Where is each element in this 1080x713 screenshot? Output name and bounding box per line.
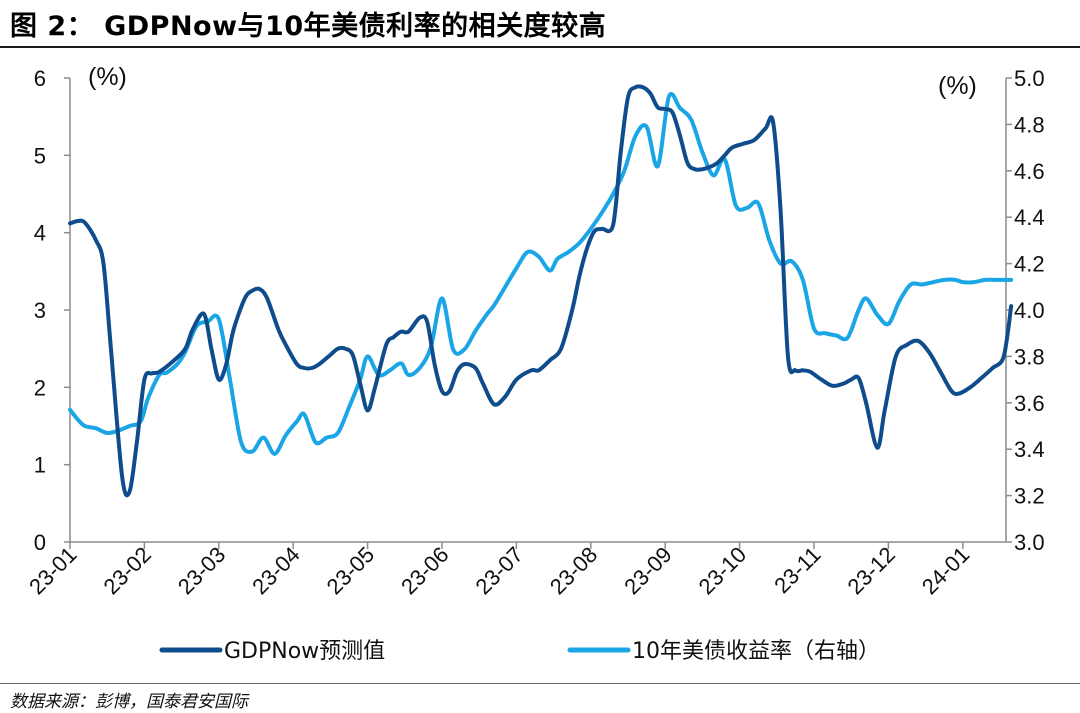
left-unit-label: (%)	[88, 63, 127, 91]
right-tick-label: 5.0	[1014, 66, 1045, 91]
right-tick-label: 3.2	[1014, 484, 1045, 509]
treasury-yield-series-line	[68, 91, 1014, 456]
legend-treasury-yield-label: 10年美债收益率（右轴）	[632, 639, 880, 664]
right-tick-label: 3.8	[1014, 344, 1045, 369]
x-tick-label: 23-04	[247, 542, 304, 599]
left-tick-label: 5	[34, 143, 46, 168]
legend: GDPNow预测值 10年美债收益率（右轴）	[159, 639, 880, 664]
gdpnow-series-line	[68, 84, 1014, 498]
x-tick-label: 23-06	[396, 542, 453, 599]
left-tick-label: 1	[34, 453, 46, 478]
left-tick-label: 6	[34, 66, 46, 91]
x-tick-label: 23-05	[322, 542, 379, 599]
x-tick-label: 24-01	[917, 542, 974, 599]
source-rule	[0, 683, 1080, 684]
x-tick-label: 23-01	[24, 542, 81, 599]
left-tick-label: 0	[34, 530, 46, 555]
x-tick-label: 23-07	[470, 542, 527, 599]
left-tick-label: 3	[34, 298, 46, 323]
x-tick-label: 23-11	[769, 542, 825, 598]
figure-title: 图 2： GDPNow与10年美债利率的相关度较高	[10, 11, 607, 42]
x-tick-label: 23-02	[98, 542, 155, 599]
line-chart: 0 1 2 3 4 5 6 3.0 3.2 3.4 3.6 3.8 4.0 4.2 4.4 4.6 4.8 5.0…	[24, 63, 1045, 664]
legend-treasury-yield: 10年美债收益率（右轴）	[567, 639, 880, 664]
right-tick-label: 3.4	[1014, 437, 1045, 462]
right-tick-label: 4.2	[1014, 252, 1045, 277]
right-unit-label: (%)	[938, 72, 977, 100]
left-tick-label: 2	[34, 375, 46, 400]
source-note: 数据来源：彭博，国泰君安国际	[10, 692, 248, 712]
x-tick-label: 23-03	[173, 542, 230, 599]
right-tick-label: 4.8	[1014, 112, 1045, 137]
x-tick-label: 23-10	[694, 542, 751, 599]
legend-gdpnow-label: GDPNow预测值	[224, 639, 385, 664]
series-layer	[68, 84, 1014, 498]
legend-gdpnow: GDPNow预测值	[159, 639, 385, 664]
x-tick-label: 23-08	[545, 542, 602, 599]
left-tick-label: 4	[34, 221, 46, 246]
axes-layer: 0 1 2 3 4 5 6 3.0 3.2 3.4 3.6 3.8 4.0 4.2 4.4 4.6 4.8 5.0…	[24, 63, 1045, 599]
x-tick-label: 23-09	[619, 542, 676, 599]
right-tick-label: 3.6	[1014, 391, 1045, 416]
right-tick-label: 4.4	[1014, 205, 1045, 230]
right-tick-label: 3.0	[1014, 530, 1045, 555]
right-tick-label: 4.6	[1014, 159, 1045, 184]
title-rule	[0, 46, 1080, 48]
right-tick-label: 4.0	[1014, 298, 1045, 323]
x-tick-label: 23-12	[842, 542, 899, 599]
